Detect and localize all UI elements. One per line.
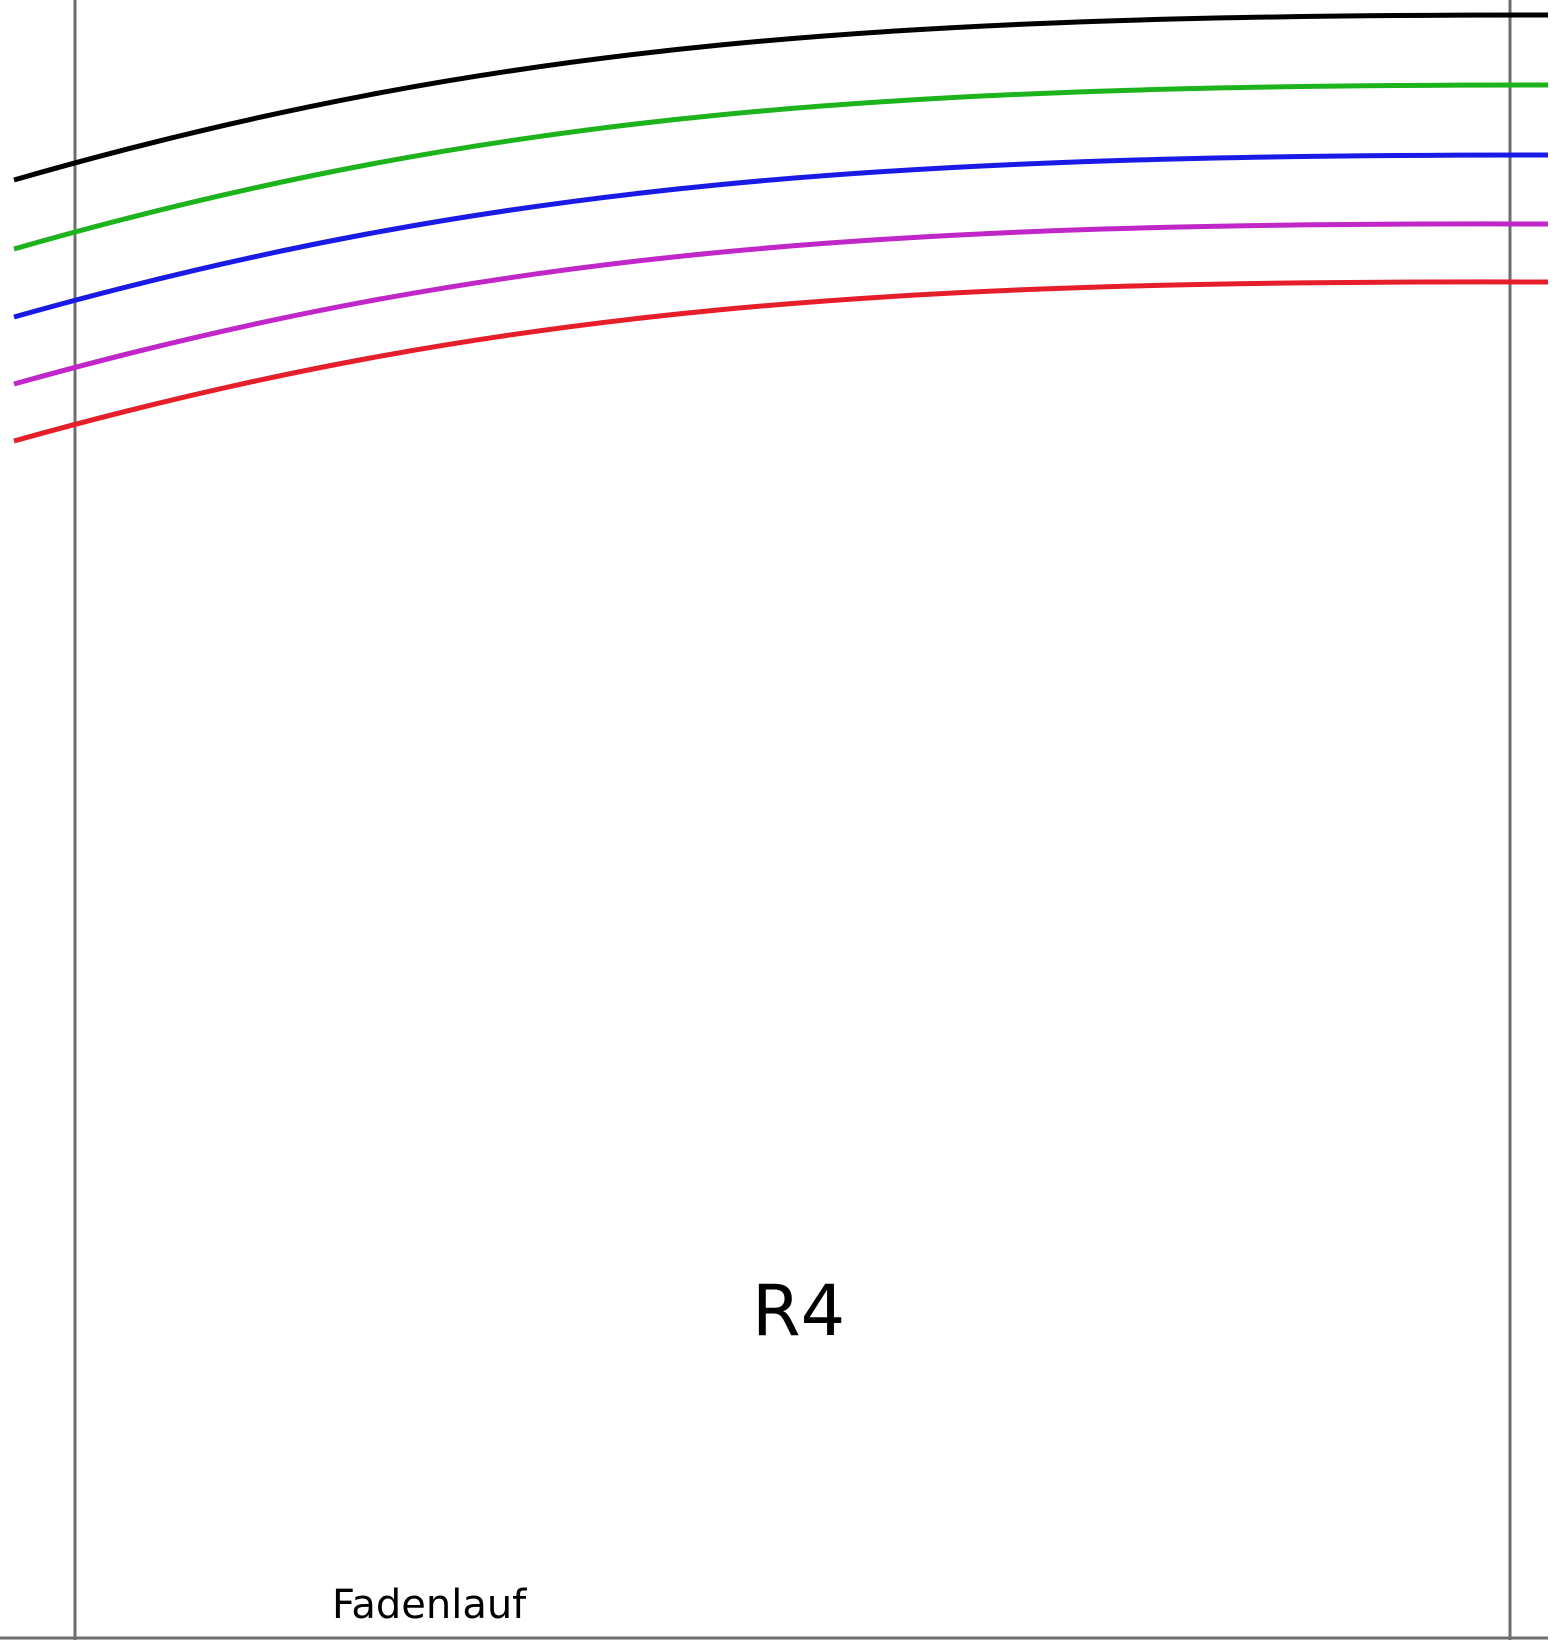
size-line-2 (13, 82, 1549, 252)
size-line-3 (13, 152, 1549, 320)
size-line-5 (13, 279, 1549, 444)
size-line-4 (13, 221, 1549, 387)
grain-label: Fadenlauf (332, 1582, 527, 1628)
piece-label: R4 (752, 1270, 845, 1352)
size-line-1 (13, 12, 1549, 183)
